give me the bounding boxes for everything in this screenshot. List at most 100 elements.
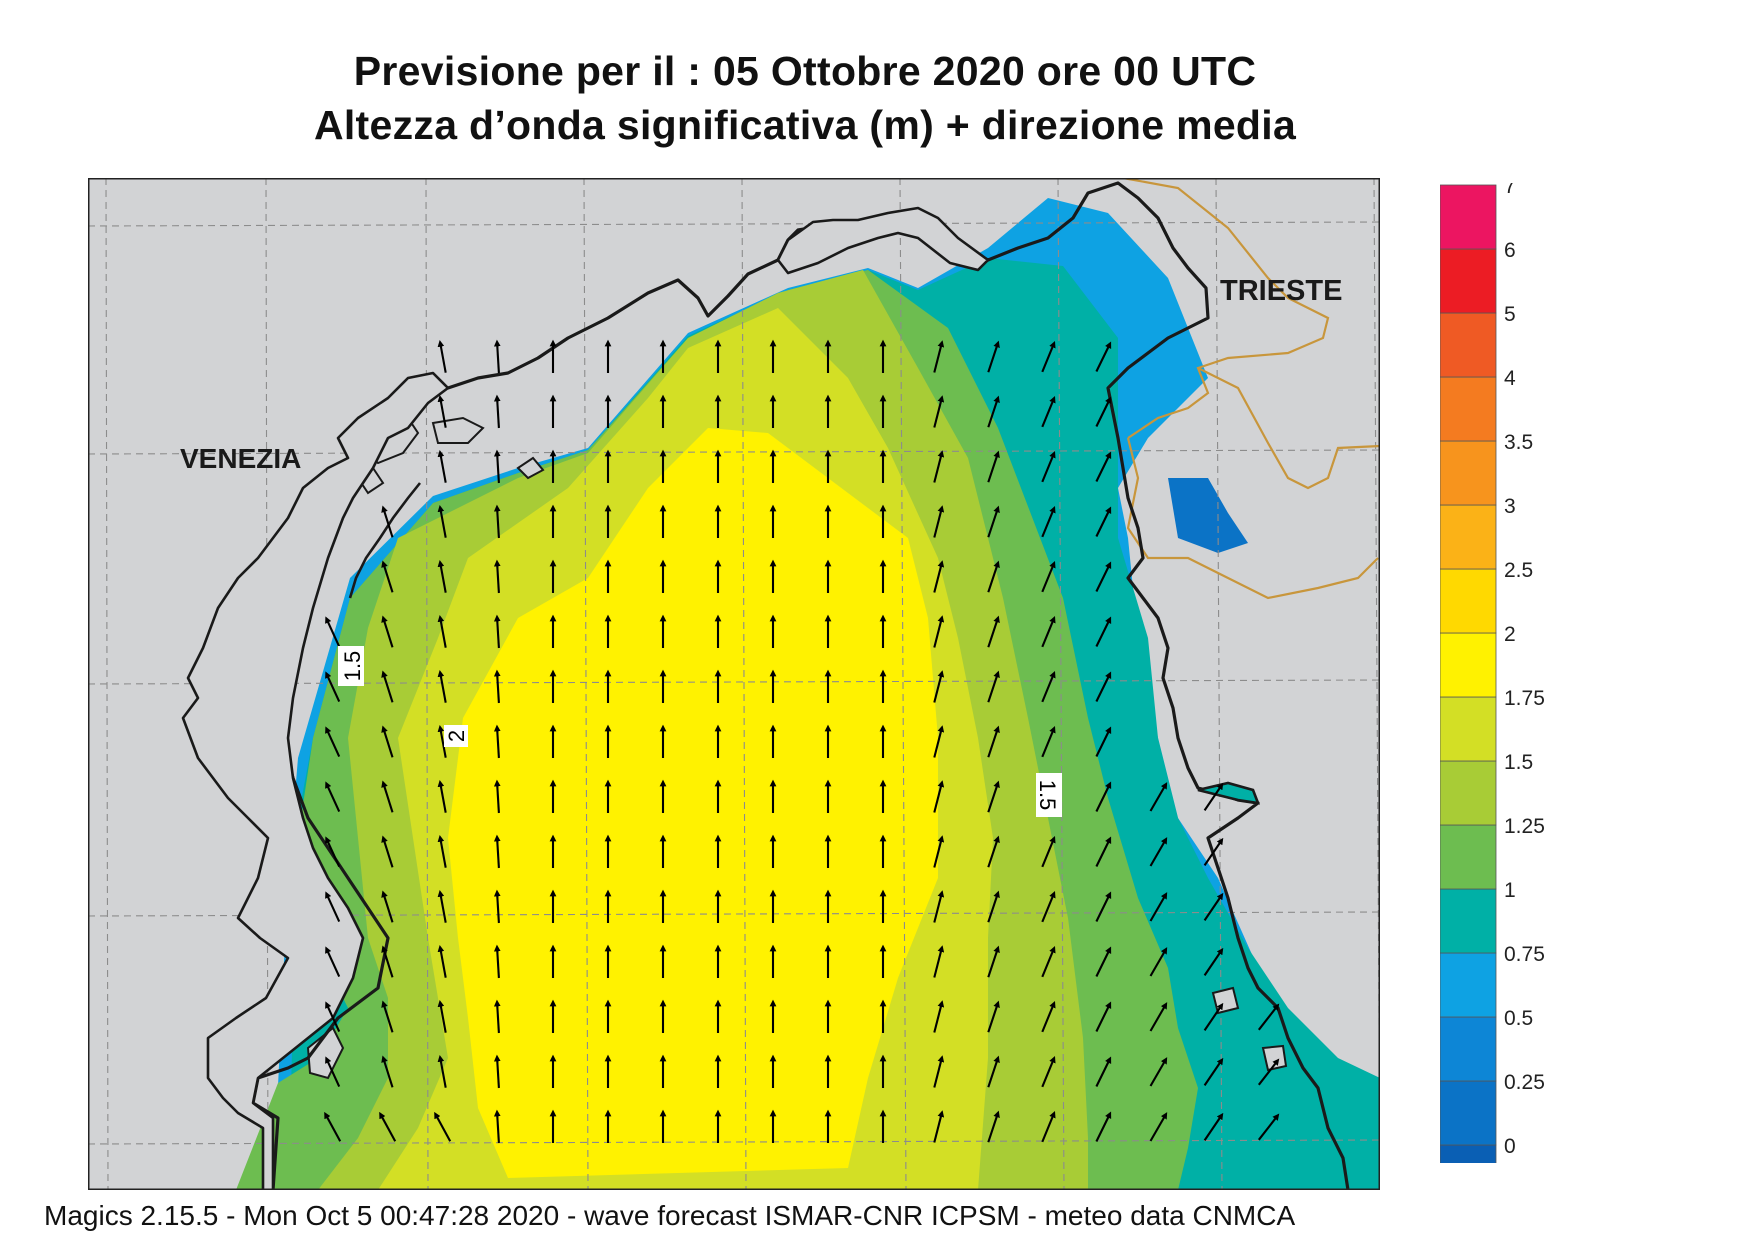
wave-arrow <box>1149 837 1168 867</box>
wave-arrow <box>1041 1000 1056 1033</box>
wave-arrow <box>1203 1002 1224 1031</box>
wave-arrow <box>1203 1057 1224 1086</box>
wave-arrow <box>1041 670 1056 703</box>
wave-arrow <box>933 615 945 648</box>
legend-swatch-1 <box>1440 1080 1497 1146</box>
wave-arrow <box>381 1055 394 1088</box>
wave-arrow <box>493 889 501 924</box>
legend-swatch-6 <box>1440 760 1497 826</box>
legend-label: 0.75 <box>1504 943 1545 966</box>
contour-label-3: 1.5 <box>1035 773 1062 817</box>
wave-arrow <box>933 1055 945 1088</box>
wave-arrow <box>493 724 501 759</box>
wave-arrow <box>987 1055 1000 1088</box>
legend-label: 3 <box>1504 495 1516 518</box>
wave-arrow <box>1041 340 1056 373</box>
wave-arrow <box>325 781 341 813</box>
wave-arrow <box>1041 725 1056 758</box>
wave-arrow <box>493 1109 501 1144</box>
legend-swatch-12 <box>1440 376 1497 442</box>
wave-arrow <box>381 835 394 868</box>
wave-arrow <box>1095 561 1112 592</box>
national-border <box>1122 178 1380 600</box>
wave-arrow <box>325 1001 341 1033</box>
contour-label-1: 1.5 <box>338 646 365 686</box>
wave-arrow <box>1095 396 1112 427</box>
sea-band-0.5-0.75 <box>1168 478 1248 553</box>
wave-arrow <box>1095 451 1112 482</box>
wave-arrow <box>933 1110 945 1143</box>
legend-swatch-15 <box>1440 184 1497 250</box>
wave-arrow <box>381 890 394 923</box>
wave-arrow <box>437 339 447 373</box>
wave-arrow <box>325 891 341 923</box>
legend-label: 0.25 <box>1504 1071 1545 1094</box>
legend-label: 1.25 <box>1504 815 1545 838</box>
wave-arrow <box>325 1056 341 1088</box>
wave-arrow <box>987 780 1000 813</box>
wave-arrow <box>933 560 945 593</box>
legend-label: 5 <box>1504 303 1516 326</box>
grado-lagoon-land <box>776 206 990 275</box>
legend-swatch-5 <box>1440 824 1497 890</box>
wave-arrow <box>493 559 501 594</box>
wave-arrow <box>493 614 501 649</box>
venice-lagoon-land <box>181 371 450 1190</box>
wave-arrow <box>493 1054 501 1089</box>
wave-arrow <box>325 836 341 868</box>
wave-arrow <box>1257 1003 1280 1031</box>
legend-swatch-4 <box>1440 888 1497 954</box>
wave-arrow <box>933 340 945 373</box>
wave-arrow <box>1149 1057 1168 1087</box>
wave-arrow <box>987 945 1000 978</box>
wave-arrow <box>933 1000 945 1033</box>
legend-swatch-0 <box>1440 1144 1497 1163</box>
wave-arrow <box>987 725 1000 758</box>
wave-arrow <box>434 1111 452 1142</box>
place-label-trieste: TRIESTE <box>1220 275 1342 307</box>
wave-arrow <box>493 669 501 704</box>
wave-arrow <box>437 889 447 923</box>
place-label-venezia: VENEZIA <box>180 443 301 474</box>
wave-arrow <box>933 395 945 428</box>
wave-arrow <box>1041 615 1056 648</box>
wave-arrow <box>493 504 501 539</box>
wave-arrow <box>1095 836 1112 867</box>
wave-arrow <box>381 615 394 648</box>
contour-label-2-text: 2 <box>444 730 469 742</box>
wave-arrow <box>1149 892 1168 922</box>
wave-direction-arrows <box>324 339 1280 1144</box>
legend-label: 1.75 <box>1504 687 1545 710</box>
wave-arrow <box>381 1000 394 1033</box>
wave-arrow <box>437 449 447 483</box>
wave-arrow <box>381 780 394 813</box>
wave-arrow <box>1203 837 1224 866</box>
legend-swatch-7 <box>1440 696 1497 762</box>
wave-arrow <box>437 944 447 978</box>
wave-arrow <box>1149 782 1168 812</box>
map-title: Previsione per il : 05 Ottobre 2020 ore … <box>353 48 1257 94</box>
legend-swatch-13 <box>1440 312 1497 378</box>
wave-arrow <box>1149 1002 1168 1032</box>
wave-arrow <box>493 834 501 869</box>
wave-arrow <box>987 835 1000 868</box>
wave-arrow <box>381 560 394 593</box>
wave-arrow <box>933 890 945 923</box>
istria-inlet <box>1197 781 1261 805</box>
wave-height-map: VENEZIA TRIESTE 1.5 2 1.5 <box>88 178 1380 1190</box>
wave-arrow <box>1041 560 1056 593</box>
wave-arrow <box>437 504 447 538</box>
legend-swatch-14 <box>1440 248 1497 314</box>
legend-label: 3.5 <box>1504 431 1533 454</box>
legend-label: 7 <box>1504 183 1516 198</box>
wave-arrow <box>987 890 1000 923</box>
legend-swatch-3 <box>1440 952 1497 1018</box>
wave-arrow <box>1149 947 1168 977</box>
wave-arrow <box>1095 1111 1112 1142</box>
wave-arrow <box>1041 505 1056 538</box>
wave-arrow <box>1041 945 1056 978</box>
wave-arrow <box>1095 671 1112 702</box>
wave-arrow <box>987 560 1000 593</box>
wave-arrow <box>437 559 447 593</box>
wave-arrow <box>1203 782 1224 811</box>
